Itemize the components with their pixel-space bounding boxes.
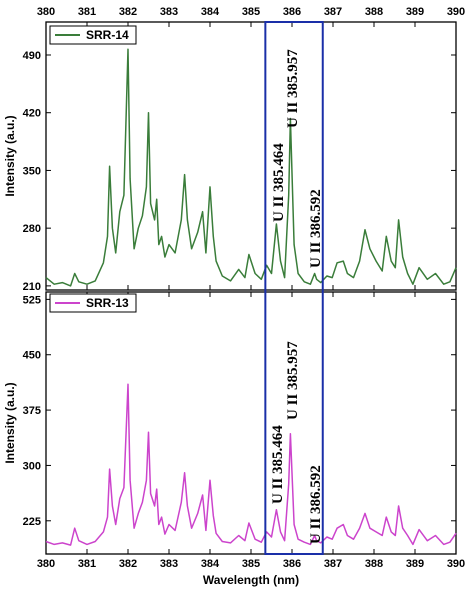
top-x-tick-label: 390 <box>447 6 465 18</box>
top-x-tick-label: 383 <box>160 6 178 18</box>
y-tick-label: 225 <box>23 516 41 528</box>
top-x-tick-label: 386 <box>283 6 301 18</box>
top-x-tick-label: 387 <box>324 6 342 18</box>
top-x-tick-label: 380 <box>37 6 55 18</box>
bottom-x-tick-label: 388 <box>365 558 383 570</box>
top-legend-label: SRR-14 <box>86 28 129 42</box>
top-legend: SRR-14 <box>49 25 137 45</box>
bottom-x-tick-label: 386 <box>283 558 301 570</box>
bottom-y-axis-ticks: 225 300 375 450 525 <box>23 294 456 528</box>
y-tick-label: 300 <box>23 460 41 472</box>
top-x-tick-label: 385 <box>242 6 260 18</box>
y-tick-label: 525 <box>23 294 41 306</box>
bottom-annotation-386592: U II 386.592 <box>308 465 324 544</box>
bottom-legend-label: SRR-13 <box>86 296 129 310</box>
y-tick-label: 450 <box>23 350 41 362</box>
highlight-box <box>264 21 324 555</box>
y-tick-label: 375 <box>23 405 41 417</box>
bottom-legend: SRR-13 <box>49 293 137 313</box>
y-tick-label: 350 <box>23 165 41 177</box>
bottom-legend-box <box>49 293 137 313</box>
bottom-annotation-385957: U II 385.957 <box>285 341 301 420</box>
top-x-tick-label: 389 <box>406 6 424 18</box>
top-y-axis-ticks: 210 280 350 420 490 <box>23 50 456 293</box>
bottom-x-tick-label: 383 <box>160 558 178 570</box>
bottom-annotation-385464: U II 385.464 <box>270 425 286 504</box>
series-line-srr-13 <box>45 383 457 546</box>
y-tick-label: 420 <box>23 108 41 120</box>
bottom-x-tick-label: 389 <box>406 558 424 570</box>
top-annotation-386592: U II 386.592 <box>308 189 324 268</box>
bottom-x-tick-label: 382 <box>119 558 137 570</box>
bottom-x-tick-label: 390 <box>447 558 465 570</box>
bottom-x-tick-label: 380 <box>37 558 55 570</box>
top-x-tick-label: 384 <box>201 6 220 18</box>
series-line-srr-14 <box>45 48 457 287</box>
top-x-tick-label: 388 <box>365 6 383 18</box>
bottom-x-tick-label: 387 <box>324 558 342 570</box>
y-tick-label: 490 <box>23 50 41 62</box>
top-x-tick-label: 382 <box>119 6 137 18</box>
y-tick-label: 210 <box>23 281 41 293</box>
top-x-axis-ticks: 380 381 382 383 384 385 386 387 388 389 390 <box>37 6 465 290</box>
top-plot-area <box>45 21 457 291</box>
top-y-axis-label: Intensity (a.u.) <box>3 115 17 196</box>
y-tick-label: 280 <box>23 223 41 235</box>
bottom-x-axis-ticks: 380 381 382 383 384 385 386 387 388 389 390 <box>37 292 465 570</box>
top-annotation-385464: U II 385.464 <box>271 143 287 222</box>
bottom-y-axis-label: Intensity (a.u.) <box>3 382 17 463</box>
top-legend-box <box>49 25 137 45</box>
bottom-x-tick-label: 381 <box>78 558 96 570</box>
top-x-tick-label: 381 <box>78 6 96 18</box>
top-annotation-385957: U II 385.957 <box>285 49 301 128</box>
bottom-x-tick-label: 384 <box>201 558 220 570</box>
x-axis-label: Wavelength (nm) <box>203 573 299 587</box>
bottom-x-tick-label: 385 <box>242 558 260 570</box>
